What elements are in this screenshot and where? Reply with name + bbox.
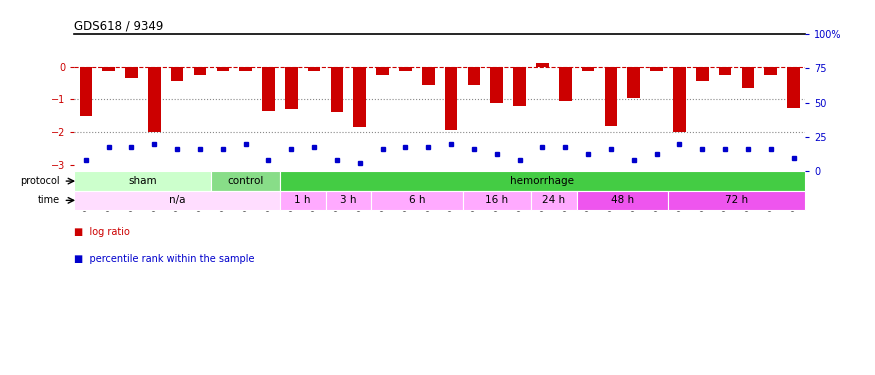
Text: 72 h: 72 h	[725, 195, 748, 206]
Bar	[125, 66, 137, 78]
Bar	[102, 66, 115, 72]
Text: 24 h: 24 h	[542, 195, 565, 206]
Bar	[627, 66, 640, 98]
Text: 3 h: 3 h	[340, 195, 357, 206]
Bar	[354, 66, 366, 127]
Bar	[171, 66, 184, 81]
Bar	[788, 66, 800, 108]
Bar	[399, 66, 412, 72]
Text: ■  log ratio: ■ log ratio	[74, 228, 130, 237]
Bar	[605, 66, 617, 126]
Text: ■  percentile rank within the sample: ■ percentile rank within the sample	[74, 254, 255, 264]
Bar	[280, 191, 326, 210]
Text: GDS618 / 9349: GDS618 / 9349	[74, 20, 164, 33]
Text: n/a: n/a	[169, 195, 186, 206]
Text: 1 h: 1 h	[295, 195, 311, 206]
Bar	[765, 66, 777, 75]
Bar	[80, 66, 92, 116]
Text: hemorrhage: hemorrhage	[510, 176, 574, 186]
Bar	[463, 191, 531, 210]
Bar	[668, 191, 805, 210]
Bar	[371, 191, 463, 210]
Bar	[536, 63, 549, 66]
Bar	[308, 66, 320, 72]
Text: 6 h: 6 h	[409, 195, 425, 206]
Bar	[285, 66, 298, 109]
Bar	[422, 66, 435, 85]
Bar	[331, 66, 343, 112]
Bar	[444, 66, 458, 130]
Bar	[74, 191, 280, 210]
Bar	[148, 66, 161, 132]
Bar	[673, 66, 686, 132]
Bar	[326, 191, 371, 210]
Bar	[467, 66, 480, 85]
Bar	[74, 171, 212, 191]
Bar	[212, 171, 280, 191]
Text: protocol: protocol	[20, 176, 60, 186]
Bar	[582, 66, 594, 72]
Bar	[742, 66, 754, 88]
Bar	[262, 66, 275, 111]
Text: control: control	[228, 176, 263, 186]
Text: 48 h: 48 h	[611, 195, 634, 206]
Bar	[650, 66, 663, 72]
Bar	[577, 191, 668, 210]
Text: sham: sham	[129, 176, 158, 186]
Bar	[718, 66, 732, 75]
Bar	[376, 66, 388, 75]
Text: 16 h: 16 h	[486, 195, 508, 206]
Bar	[491, 66, 503, 103]
Bar	[514, 66, 526, 106]
Bar	[193, 66, 206, 75]
Bar	[696, 66, 709, 81]
Bar	[216, 66, 229, 72]
Bar	[559, 66, 571, 101]
Text: time: time	[38, 195, 60, 206]
Bar	[531, 191, 577, 210]
Bar	[280, 171, 805, 191]
Bar	[240, 66, 252, 72]
